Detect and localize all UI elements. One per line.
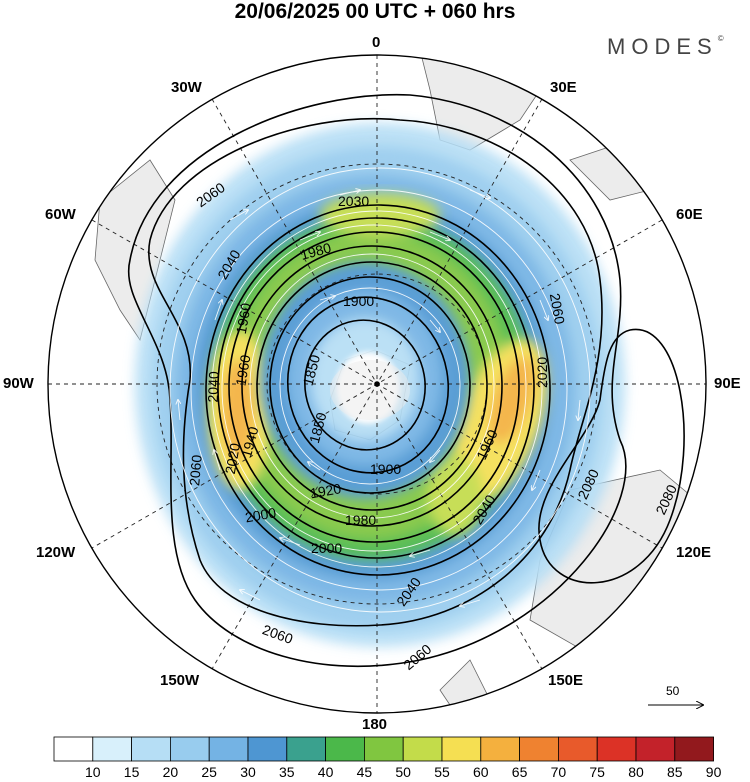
- colorbar-swatch: [363, 736, 404, 762]
- colorbar-swatch: [208, 736, 249, 762]
- contour-label: 1850: [300, 353, 324, 387]
- lon-label-180: 180: [362, 716, 388, 733]
- colorbar-swatch: [92, 736, 133, 762]
- colorbar-swatch: [480, 736, 520, 762]
- colorbar-swatch: [53, 736, 94, 762]
- brand-name: MODES: [607, 34, 718, 59]
- lon-label-60w: 60W: [45, 206, 76, 223]
- contour-label: 1850: [306, 411, 330, 445]
- map-border: [47, 54, 707, 714]
- lon-label-30w: 30W: [171, 79, 202, 96]
- colorbar-tick-label: 80: [628, 764, 644, 780]
- colorbar-swatch: [247, 736, 288, 762]
- brand-mark: ©: [717, 34, 724, 43]
- colorbar-tick-label: 45: [356, 764, 373, 780]
- wind-streamlines: [169, 167, 591, 613]
- colorbar: [53, 736, 714, 762]
- contour-label: 2000: [311, 540, 342, 556]
- south-pole-marker: [374, 381, 380, 387]
- colorbar-swatch: [402, 736, 443, 762]
- colorbar-tick-label: 35: [279, 764, 295, 780]
- contour-label: 2040: [205, 371, 222, 403]
- colorbar-swatch: [558, 736, 598, 762]
- colorbar-swatch: [169, 736, 210, 762]
- geopotential-contours: [127, 93, 685, 668]
- wind-reference-label: 50: [666, 684, 680, 698]
- colorbar-tick-label: 65: [511, 764, 528, 780]
- colorbar-tick-label: 85: [667, 764, 683, 780]
- contour-label: 1960: [233, 301, 254, 335]
- lon-label-120w: 120W: [36, 544, 76, 561]
- contour-label: 2000: [244, 504, 278, 525]
- colorbar-swatch: [441, 736, 482, 762]
- colorbar-tick-label: 75: [589, 764, 605, 780]
- contour-label: 1980: [299, 239, 333, 263]
- contour-label: 1940: [238, 425, 262, 459]
- colorbar-tick-label: 55: [434, 764, 450, 780]
- colorbar-tick-label: 50: [395, 764, 411, 780]
- colorbar-swatch: [596, 736, 637, 762]
- lon-label-90w: 90W: [3, 375, 34, 392]
- brand-logo: MODES©: [607, 34, 724, 60]
- colorbar-swatch: [519, 736, 559, 762]
- contour-label: 2060: [547, 292, 568, 326]
- lon-label-90e: 90E: [714, 375, 741, 392]
- contour-label: 1920: [309, 480, 343, 501]
- contour-label: 1960: [232, 353, 253, 387]
- contour-label: 2030: [338, 193, 369, 209]
- colorbar-tick-label: 30: [240, 764, 256, 780]
- map-title: 20/06/2025 00 UTC + 060 hrs: [234, 0, 516, 23]
- colorbar-swatch: [325, 736, 365, 762]
- new-zealand: [439, 659, 491, 713]
- lon-label-60e: 60E: [676, 206, 703, 223]
- contour-label: 2020: [534, 357, 550, 388]
- colorbar-tick-label: 60: [473, 764, 489, 780]
- colorbar-tick-label: 15: [123, 764, 140, 780]
- contour-label: 1980: [345, 512, 376, 528]
- contour-label: 2060: [186, 454, 205, 487]
- africa-east: [569, 139, 651, 201]
- lon-label-150e: 150E: [548, 672, 584, 689]
- colorbar-tick-label: 20: [162, 764, 179, 780]
- colorbar-swatch: [635, 736, 676, 762]
- colorbar-tick-label: 40: [317, 764, 334, 780]
- colorbar-swatch: [131, 736, 171, 762]
- lon-label-0: 0: [372, 34, 381, 51]
- lon-label-30e: 30E: [550, 79, 577, 96]
- contour-label: 2020: [222, 442, 243, 476]
- colorbar-tick-label: 25: [201, 764, 217, 780]
- lon-label-150w: 150W: [160, 672, 200, 689]
- colorbar-swatch: [674, 736, 714, 762]
- lon-label-120e: 120E: [676, 544, 712, 561]
- colorbar-tick-label: 70: [550, 764, 567, 780]
- colorbar-tick-label: 10: [85, 764, 101, 780]
- colorbar-tick-label: 90: [705, 764, 722, 780]
- contour-label: 1900: [343, 293, 374, 309]
- colorbar-swatch: [286, 736, 326, 762]
- contour-label: 1900: [370, 461, 401, 477]
